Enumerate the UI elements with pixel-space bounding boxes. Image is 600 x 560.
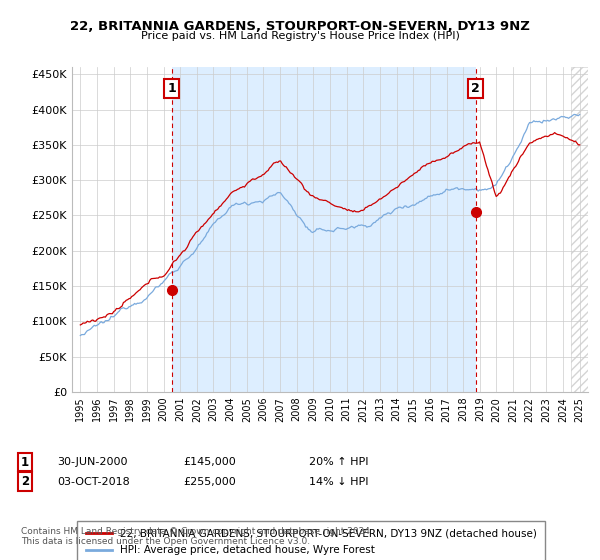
Text: Price paid vs. HM Land Registry's House Price Index (HPI): Price paid vs. HM Land Registry's House … <box>140 31 460 41</box>
Text: 2: 2 <box>471 82 480 95</box>
Text: 2: 2 <box>21 475 29 488</box>
Text: 20% ↑ HPI: 20% ↑ HPI <box>309 457 368 467</box>
Text: 03-OCT-2018: 03-OCT-2018 <box>57 477 130 487</box>
Legend: 22, BRITANNIA GARDENS, STOURPORT-ON-SEVERN, DY13 9NZ (detached house), HPI: Aver: 22, BRITANNIA GARDENS, STOURPORT-ON-SEVE… <box>77 521 545 560</box>
Text: 22, BRITANNIA GARDENS, STOURPORT-ON-SEVERN, DY13 9NZ: 22, BRITANNIA GARDENS, STOURPORT-ON-SEVE… <box>70 20 530 32</box>
Text: 30-JUN-2000: 30-JUN-2000 <box>57 457 128 467</box>
Text: Contains HM Land Registry data © Crown copyright and database right 2024.
This d: Contains HM Land Registry data © Crown c… <box>21 526 373 546</box>
Text: 1: 1 <box>21 455 29 469</box>
Bar <box>571 67 588 392</box>
Bar <box>172 67 476 392</box>
Text: 1: 1 <box>167 82 176 95</box>
Text: 14% ↓ HPI: 14% ↓ HPI <box>309 477 368 487</box>
Text: £255,000: £255,000 <box>183 477 236 487</box>
Text: £145,000: £145,000 <box>183 457 236 467</box>
